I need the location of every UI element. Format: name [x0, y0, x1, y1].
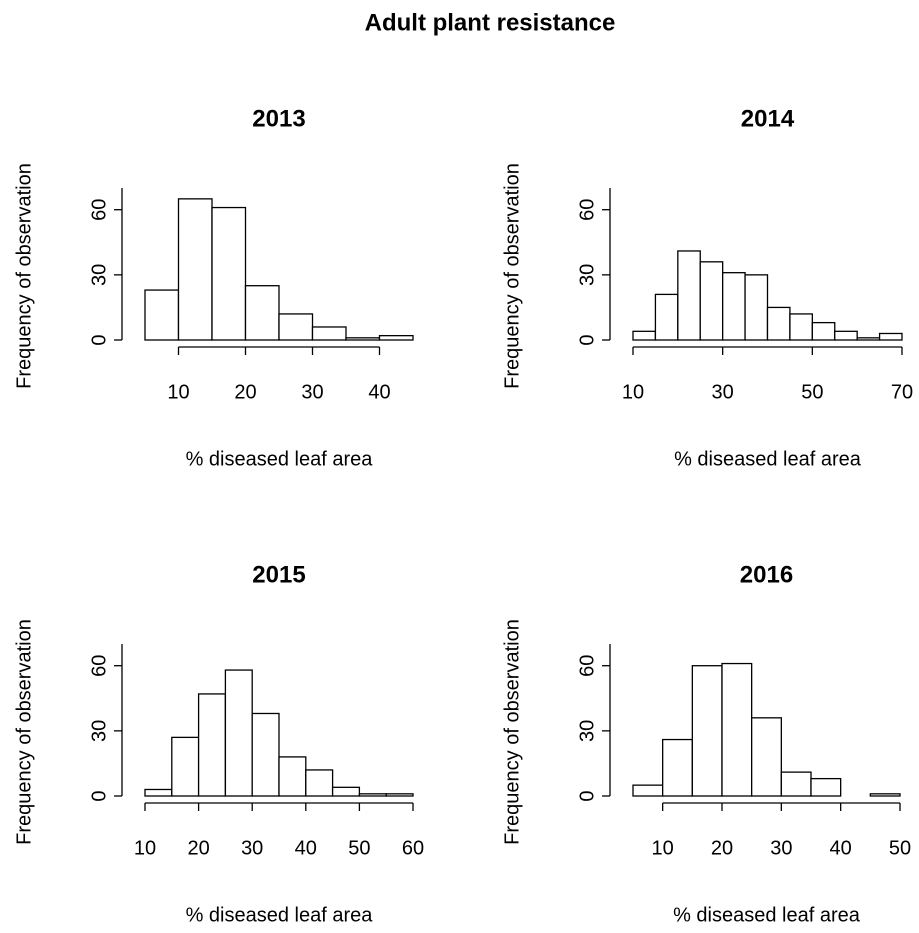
- bar: [278, 756, 307, 797]
- bar: [654, 293, 679, 341]
- bar: [780, 771, 812, 797]
- bar: [810, 777, 842, 797]
- y-tick-label: 60: [576, 199, 598, 221]
- x-tick-label: 50: [889, 837, 911, 859]
- x-tick-label: 40: [368, 381, 390, 403]
- x-axis-label: % diseased leaf area: [186, 904, 374, 926]
- bar: [171, 736, 200, 797]
- y-tick-label: 60: [88, 199, 110, 221]
- bar: [744, 274, 769, 341]
- bar: [677, 250, 701, 341]
- y-tick-label: 30: [88, 264, 110, 286]
- bar: [278, 313, 314, 341]
- panel-title: 2013: [252, 105, 305, 132]
- x-tick-label: 20: [187, 837, 209, 859]
- bar: [244, 285, 280, 341]
- x-tick-label: 40: [295, 837, 317, 859]
- y-axis-label: Frequency of observation: [501, 619, 523, 845]
- x-tick-label: 30: [301, 381, 323, 403]
- bar: [878, 332, 903, 341]
- bar: [834, 330, 858, 341]
- bar: [766, 306, 791, 341]
- x-axis-label: % diseased leaf area: [673, 904, 861, 926]
- x-tick-label: 50: [801, 381, 823, 403]
- bar: [869, 793, 901, 797]
- x-axis-label: % diseased leaf area: [186, 448, 374, 470]
- y-tick-label: 30: [88, 720, 110, 742]
- x-tick-label: 70: [891, 381, 913, 403]
- bar: [699, 261, 724, 341]
- bar: [691, 665, 723, 797]
- bar: [311, 326, 347, 341]
- x-tick-label: 30: [770, 837, 792, 859]
- x-tick-label: 40: [830, 837, 852, 859]
- y-tick-label: 0: [576, 790, 598, 801]
- bar: [177, 198, 213, 341]
- bar: [632, 330, 657, 341]
- x-tick-label: 20: [234, 381, 256, 403]
- bar: [385, 793, 414, 797]
- x-tick-label: 60: [402, 837, 424, 859]
- bar: [211, 206, 247, 341]
- bar: [358, 793, 387, 797]
- bar: [331, 786, 361, 797]
- x-tick-label: 30: [241, 837, 263, 859]
- y-tick-label: 0: [88, 334, 110, 345]
- bar: [197, 693, 227, 797]
- x-tick-label: 20: [711, 837, 733, 859]
- bar: [378, 335, 414, 341]
- x-tick-label: 10: [167, 381, 189, 403]
- x-tick-label: 10: [622, 381, 644, 403]
- y-tick-label: 0: [88, 790, 110, 801]
- panel-title: 2014: [741, 105, 795, 132]
- y-axis-label: Frequency of observation: [13, 619, 35, 845]
- bar: [722, 272, 746, 341]
- bar: [144, 788, 173, 797]
- x-tick-label: 10: [652, 837, 674, 859]
- bar: [789, 313, 813, 341]
- x-tick-label: 50: [348, 837, 370, 859]
- bar: [345, 337, 381, 341]
- bar: [224, 669, 253, 797]
- bar: [251, 712, 280, 797]
- y-tick-label: 30: [576, 264, 598, 286]
- y-tick-label: 30: [576, 720, 598, 742]
- panel-title: 2016: [740, 561, 793, 588]
- panel-title: 2015: [252, 561, 305, 588]
- bar: [856, 337, 881, 341]
- y-axis-label: Frequency of observation: [501, 163, 523, 389]
- figure-title: Adult plant resistance: [365, 9, 616, 36]
- x-tick-label: 10: [134, 837, 156, 859]
- bar: [811, 321, 836, 341]
- bar: [144, 289, 180, 341]
- y-tick-label: 60: [88, 655, 110, 677]
- y-tick-label: 60: [576, 655, 598, 677]
- bar: [662, 738, 693, 797]
- bar: [751, 717, 782, 797]
- bar: [721, 662, 753, 797]
- bar: [305, 769, 334, 797]
- bar: [632, 784, 664, 797]
- x-tick-label: 30: [712, 381, 734, 403]
- y-tick-label: 0: [576, 334, 598, 345]
- x-axis-label: % diseased leaf area: [674, 448, 862, 470]
- y-axis-label: Frequency of observation: [13, 163, 35, 389]
